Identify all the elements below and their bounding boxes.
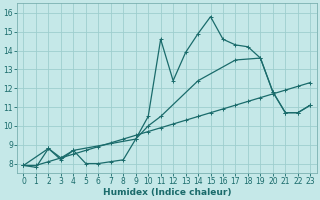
- X-axis label: Humidex (Indice chaleur): Humidex (Indice chaleur): [103, 188, 231, 197]
